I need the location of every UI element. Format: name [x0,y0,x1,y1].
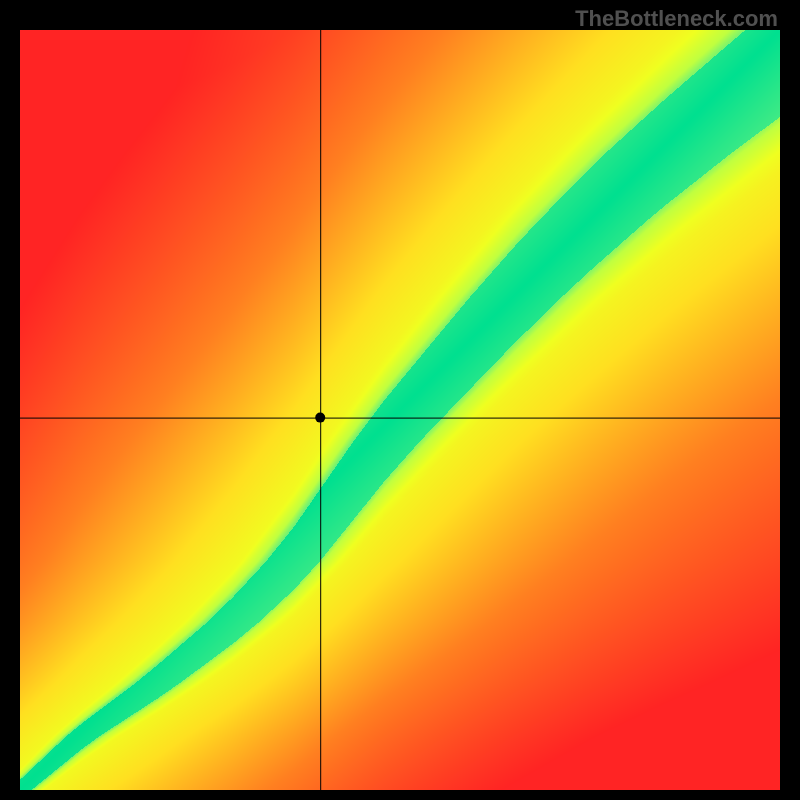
watermark-text: TheBottleneck.com [575,6,778,32]
bottleneck-heatmap [20,30,780,790]
heatmap-canvas [20,30,780,790]
